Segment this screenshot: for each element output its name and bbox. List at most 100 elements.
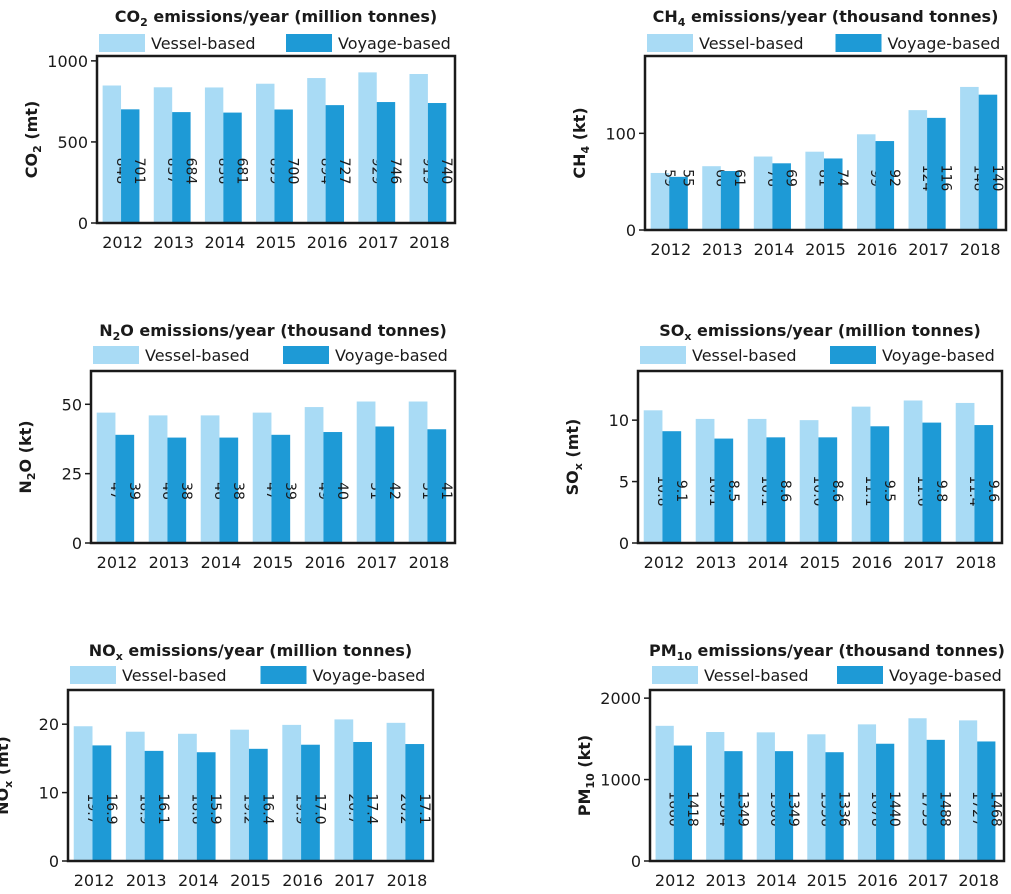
chart-title: CO2 emissions/year (million tonnes) <box>115 7 437 29</box>
chart-panel-1: CO2 emissions/year (million tonnes) Vesse… <box>22 7 457 252</box>
x-tick-label: 2018 <box>956 553 997 572</box>
data-label-voyage: 61 <box>731 169 747 187</box>
bar-vessel <box>282 724 302 861</box>
y-tick-label: 25 <box>62 465 82 484</box>
x-tick-label: 2013 <box>705 871 746 890</box>
bar-vessel <box>256 83 275 223</box>
bar-vessel <box>960 86 979 230</box>
bar-voyage <box>724 751 743 861</box>
chart-panel-6: PM10 emissions/year (thousand tonnes) Ves… <box>575 641 1006 890</box>
bar-voyage <box>167 437 187 543</box>
chart-panel-3: N2O emissions/year (thousand tonnes) Vess… <box>16 321 457 572</box>
bar-vessel <box>908 718 927 861</box>
bar-voyage <box>271 434 291 543</box>
bar-vessel <box>857 724 877 861</box>
bar-voyage <box>376 102 396 223</box>
data-label-voyage: 17.4 <box>364 793 380 824</box>
legend-swatch-voyage <box>830 346 876 364</box>
bar-vessel <box>96 412 116 543</box>
y-tick-label: 5 <box>619 473 629 492</box>
x-tick-label: 2012 <box>655 871 696 890</box>
legend-swatch-vessel <box>647 34 693 52</box>
data-label-voyage: 17.0 <box>311 793 327 824</box>
bar-voyage <box>427 429 447 543</box>
bar-vessel <box>756 732 775 861</box>
x-tick-label: 2015 <box>230 871 271 890</box>
y-tick-label: 2000 <box>600 689 641 708</box>
x-tick-label: 2015 <box>253 553 294 572</box>
bar-voyage <box>974 425 994 543</box>
y-axis-label: N2O (kt) <box>16 420 38 493</box>
y-tick-label: 50 <box>62 395 82 414</box>
x-tick-label: 2018 <box>958 871 999 890</box>
legend-swatch-vessel <box>70 666 116 684</box>
x-tick-label: 2012 <box>74 871 115 890</box>
bar-voyage <box>875 141 895 230</box>
x-tick-label: 2015 <box>256 233 297 252</box>
data-label-voyage: 38 <box>230 482 246 500</box>
bar-voyage <box>825 752 844 861</box>
y-tick-label: 10 <box>609 411 629 430</box>
bar-vessel <box>856 134 876 230</box>
x-tick-label: 2015 <box>807 871 848 890</box>
chart-title: N2O emissions/year (thousand tonnes) <box>99 321 447 343</box>
chart-title: NOx emissions/year (million tonnes) <box>89 641 413 663</box>
data-label-voyage: 1349 <box>785 791 801 827</box>
bar-vessel <box>805 151 824 230</box>
data-label-voyage: 1468 <box>987 791 1003 827</box>
x-tick-label: 2017 <box>334 871 375 890</box>
data-label-voyage: 8.6 <box>829 480 845 502</box>
x-tick-label: 2016 <box>857 240 898 259</box>
data-label-voyage: 55 <box>680 169 696 187</box>
data-label-voyage: 16.1 <box>155 793 171 824</box>
bar-voyage <box>870 426 890 543</box>
bar-voyage <box>223 112 242 223</box>
legend-swatch-vessel <box>652 666 698 684</box>
legend-label-voyage: Voyage-based <box>313 666 426 685</box>
bar-voyage <box>818 437 838 543</box>
legend-label-voyage: Voyage-based <box>338 34 451 53</box>
data-label-voyage: 16.4 <box>259 793 275 824</box>
data-label-voyage: 681 <box>234 158 250 185</box>
data-label-voyage: 38 <box>178 482 194 500</box>
data-label-voyage: 69 <box>783 169 799 187</box>
x-tick-label: 2016 <box>307 233 348 252</box>
y-tick-label: 1000 <box>600 771 641 790</box>
bar-vessel <box>304 407 324 543</box>
bar-voyage <box>144 750 164 861</box>
bar-voyage <box>978 94 998 231</box>
x-tick-label: 2017 <box>904 553 945 572</box>
bar-vessel <box>655 725 674 861</box>
data-label-voyage: 740 <box>438 158 454 185</box>
bar-vessel <box>908 110 928 230</box>
y-tick-label: 1000 <box>47 52 88 71</box>
x-tick-label: 2014 <box>756 871 797 890</box>
x-tick-label: 2018 <box>960 240 1001 259</box>
legend-swatch-vessel <box>93 346 139 364</box>
x-tick-label: 2016 <box>852 553 893 572</box>
bar-vessel <box>958 720 978 861</box>
y-axis-label: NOx (mt) <box>0 736 15 815</box>
data-label-voyage: 1336 <box>836 791 852 827</box>
plot-frame <box>643 54 1008 232</box>
data-label-voyage: 8.5 <box>725 480 741 502</box>
bar-vessel <box>747 418 767 543</box>
x-tick-label: 2014 <box>748 553 789 572</box>
legend-label-voyage: Voyage-based <box>889 666 1002 685</box>
data-label-voyage: 1440 <box>886 791 902 827</box>
bar-voyage <box>720 171 740 230</box>
bar-voyage <box>927 117 946 230</box>
data-label-voyage: 39 <box>282 482 298 500</box>
bar-voyage <box>876 743 895 861</box>
bar-vessel <box>695 418 715 543</box>
data-label-voyage: 116 <box>937 165 953 192</box>
bar-vessel <box>204 87 224 223</box>
data-label-voyage: 15.9 <box>207 793 223 824</box>
data-label-voyage: 9.6 <box>985 480 1001 502</box>
data-label-voyage: 16.9 <box>103 793 119 824</box>
chart-title: CH4 emissions/year (thousand tonnes) <box>653 7 999 29</box>
bar-voyage <box>323 432 343 543</box>
x-tick-label: 2013 <box>702 240 743 259</box>
plot-frame <box>95 54 457 225</box>
